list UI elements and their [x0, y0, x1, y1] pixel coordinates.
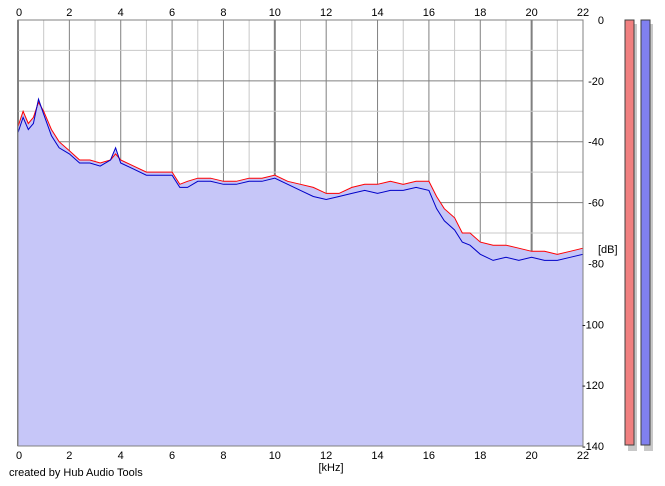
x-tick-label-bottom: 18 — [474, 450, 486, 462]
x-tick-label-top: 22 — [577, 7, 589, 19]
plot-frame — [17, 19, 584, 447]
x-tick-label-top: 12 — [320, 7, 332, 19]
x-tick-label-bottom: 6 — [169, 450, 175, 462]
plot-axes: 002244668810101212141416161818202022220-… — [16, 7, 604, 462]
x-tick-label-top: 16 — [423, 7, 435, 19]
meter-bar-left — [624, 19, 635, 446]
x-tick-label-top: 6 — [169, 7, 175, 19]
credit-footer: created by Hub Audio Tools — [9, 467, 143, 479]
x-tick-label-top: 20 — [526, 7, 538, 19]
x-tick-label-top: 14 — [371, 7, 383, 19]
x-tick-label-top: 8 — [220, 7, 226, 19]
x-tick-label-bottom: 2 — [66, 450, 72, 462]
x-tick-label-bottom: 20 — [526, 450, 538, 462]
x-axis-label: [kHz] — [318, 462, 343, 474]
x-tick-label-bottom: 16 — [423, 450, 435, 462]
x-tick-label-bottom: 10 — [269, 450, 281, 462]
y-axis-label: [dB] — [598, 244, 618, 256]
x-tick-label-bottom: 14 — [371, 450, 383, 462]
x-tick-label-top: 0 — [16, 7, 22, 19]
x-tick-label-top: 10 — [269, 7, 281, 19]
y-tick-label: -20 — [588, 76, 604, 88]
series-line-right-channel — [17, 97, 584, 261]
spectrum-area — [18, 99, 583, 446]
x-tick-label-top: 18 — [474, 7, 486, 19]
y-tick-label: -120 — [582, 380, 604, 392]
spectrum-fill — [18, 99, 583, 446]
spectrum-lines — [17, 97, 584, 261]
level-meters — [624, 19, 653, 451]
x-tick-label-top: 2 — [66, 7, 72, 19]
x-tick-label-top: 4 — [118, 7, 124, 19]
y-tick-label: -80 — [588, 258, 604, 270]
y-tick-label: -140 — [582, 441, 604, 453]
x-tick-label-bottom: 0 — [16, 450, 22, 462]
meter-bar-right — [640, 19, 651, 446]
x-tick-label-bottom: 12 — [320, 450, 332, 462]
y-tick-label: 0 — [598, 15, 604, 27]
x-tick-label-bottom: 8 — [220, 450, 226, 462]
y-tick-label: -60 — [588, 198, 604, 210]
y-tick-label: -40 — [588, 137, 604, 149]
x-tick-label-bottom: 22 — [577, 450, 589, 462]
x-tick-label-bottom: 4 — [118, 450, 124, 462]
y-tick-label: -100 — [582, 319, 604, 331]
series-line-left-channel — [17, 100, 584, 255]
